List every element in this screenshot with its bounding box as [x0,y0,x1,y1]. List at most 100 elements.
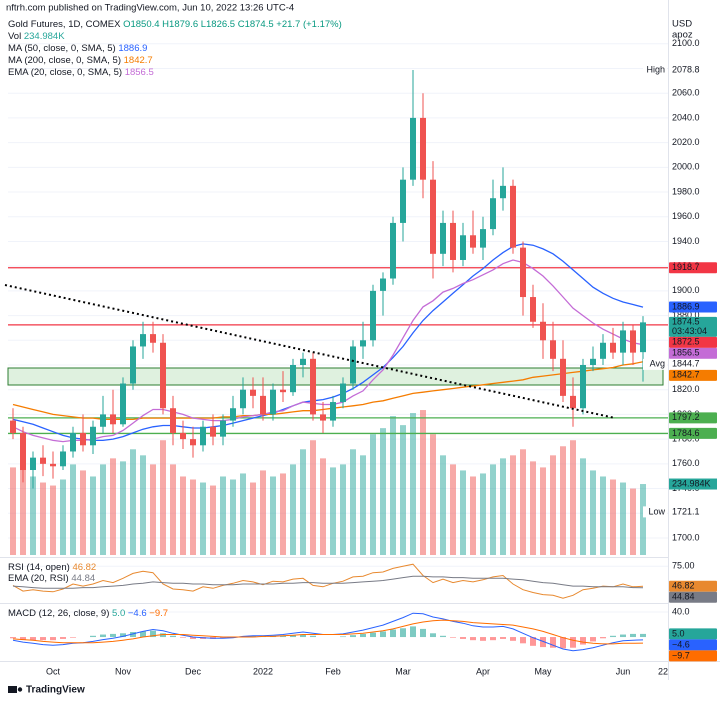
legend-name: EMA (20, close, 0, SMA, 5) [8,67,122,78]
volume-bar [490,464,496,555]
y-tick-label: 1700.0 [672,532,700,542]
ma-line [12,361,644,421]
volume-bar [20,461,26,555]
volume-bar [70,464,76,555]
candle-body [230,408,236,421]
legend-volume: Vol 234.984K [8,31,65,42]
volume-bar [550,455,556,555]
x-tick-label: 2022 [253,666,273,676]
legend-value: −9.7 [149,608,168,619]
y-tick-label: 2060.0 [672,88,700,98]
histogram-bar [400,628,406,638]
trendline [4,284,616,419]
candle-body [200,426,206,446]
legend-name: RSI (14, open) [8,562,70,573]
candle-body [240,389,246,409]
price-label: 1844.7 [672,359,700,369]
indicator-line [12,575,644,589]
price-label: 2078.8 [672,64,700,74]
price-label: 1874.5 [672,317,700,327]
candle-body [160,342,166,409]
candle-body [490,198,496,230]
histogram-bar [640,633,646,638]
axis-labels: 1700.01720.01740.01760.01780.01800.01820… [46,38,717,676]
candle-body [260,395,266,415]
volume-bar [400,425,406,555]
volume-bar [10,467,16,555]
volume-bar [420,410,426,555]
histogram-bar [70,637,76,638]
candle-body [50,463,56,467]
candle-body [430,179,436,254]
volume-bar [590,470,596,555]
volume-bar [430,434,436,555]
legend-value: 1856.5 [125,67,154,78]
x-tick-label: Feb [325,666,341,676]
volume-bar [330,467,336,555]
candle-body [590,358,596,365]
x-tick-label: Apr [476,666,490,676]
volume-bar [340,464,346,555]
candle-body [510,185,516,248]
volume-bar [630,488,636,555]
candle-body [610,342,616,353]
footer-brand: TradingView [26,685,85,696]
candle-body [500,185,506,199]
volume-label: 234.984K [672,478,711,488]
candle-body [600,342,606,359]
x-tick-label: Nov [115,666,132,676]
price-label-bg [669,262,717,274]
price-label-bg [669,301,717,313]
volume-bar [450,464,456,555]
histogram-bar [90,635,96,638]
candle-body [80,432,86,446]
histogram-bar [440,635,446,638]
histogram-bar [50,637,56,641]
volume-bar [200,482,206,555]
pane-borders [0,557,720,662]
volume-bar [310,440,316,555]
volume-bar [150,464,156,555]
price-label: 44.84 [672,592,695,602]
price-label-bg [669,591,717,603]
histogram-bar [520,637,526,644]
price-label: 1856.5 [672,348,700,358]
candle-body [420,117,426,180]
candle-body [320,414,326,421]
price-label-bg [669,369,717,381]
legend-ma50: MA (50, close, 0, SMA, 5) 1886.9 [8,43,147,54]
logo [8,686,17,693]
price-label-bg [669,650,717,662]
candle-body [530,297,536,322]
volume-bar [440,455,446,555]
histogram-bar [490,637,496,641]
candle-body [630,330,636,353]
histogram-bar [130,632,136,638]
indicator-lines [8,243,668,652]
volume-bar [320,458,326,555]
legend-value: 44.84 [71,573,95,584]
candle-body [180,432,186,440]
candle-body [340,383,346,403]
histogram-bar [560,637,566,649]
y-tick-label: 2100.0 [672,38,700,48]
legend-rsi-ema: EMA (20, RSI) 44.84 [8,573,95,584]
ohlc: O1850.4 H1879.6 L1826.5 C1874.5 +21.7 (+… [123,19,342,30]
histogram-bar [30,637,36,641]
price-label: 1784.6 [672,428,700,438]
legend-value: 5.0 [112,608,125,619]
legend-value: 46.82 [72,562,96,573]
candle-body [350,346,356,384]
histogram-bar [420,628,426,638]
volume-bar [60,479,66,555]
histogram-bar [290,635,296,638]
histogram-bar [390,629,396,638]
candle-body [30,457,36,471]
histogram-bar [300,634,306,638]
x-tick-label: 22 [658,666,668,676]
histogram-bar [500,637,506,639]
legend-name: EMA (20, RSI) [8,573,69,584]
y-tick-label: 1980.0 [672,186,700,196]
volume-bar [250,482,256,555]
x-tick-label: Oct [46,666,61,676]
